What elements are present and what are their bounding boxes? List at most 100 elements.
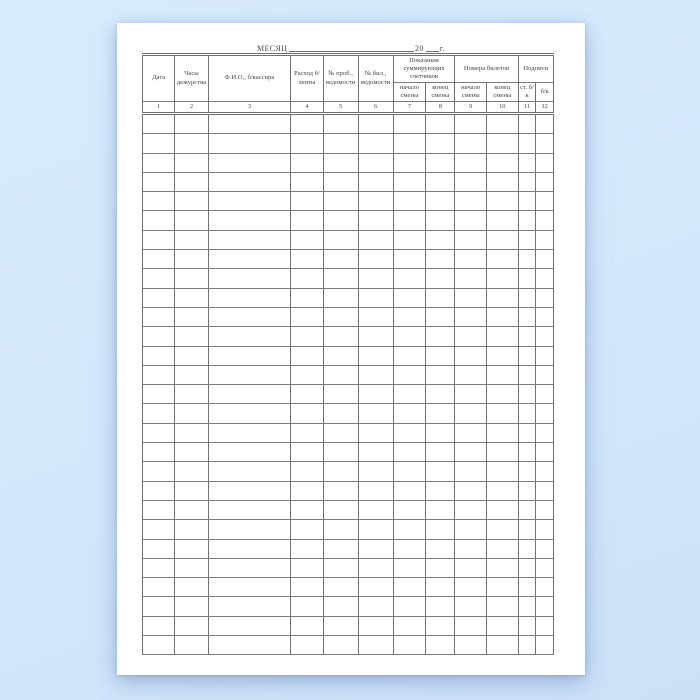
table-cell xyxy=(357,538,394,559)
month-fill-line xyxy=(289,50,414,52)
table-cell xyxy=(517,499,537,521)
header-row-sub: начало смены конец смены начало смены ко… xyxy=(143,82,554,102)
table-cell xyxy=(486,480,519,501)
table-cell xyxy=(535,596,554,617)
table-cell xyxy=(535,422,554,444)
table-cell xyxy=(290,345,324,366)
table-cell xyxy=(322,364,359,386)
table-cell xyxy=(486,635,519,656)
table-cell xyxy=(322,152,359,173)
table-cell xyxy=(392,229,427,251)
table-cell xyxy=(141,480,176,501)
table-cell xyxy=(454,422,488,444)
table-cell xyxy=(454,268,488,289)
table-cell xyxy=(454,635,488,656)
table-cell xyxy=(174,596,209,617)
table-cell xyxy=(290,249,324,270)
table-cell xyxy=(454,538,488,559)
table-cell xyxy=(517,191,537,212)
table-cell xyxy=(357,191,394,212)
table-cell xyxy=(174,557,209,579)
table-cell xyxy=(454,519,488,540)
table-cell xyxy=(322,577,359,598)
group-header-signatures: Подписи xyxy=(517,54,555,83)
column-number: 6 xyxy=(357,101,394,115)
table-cell xyxy=(454,306,488,328)
table-cell xyxy=(454,557,488,579)
table-cell xyxy=(207,287,292,308)
table-cell xyxy=(425,557,456,579)
table-cell xyxy=(535,461,554,482)
table-cell xyxy=(392,112,427,135)
table-cell xyxy=(174,615,209,637)
table-row xyxy=(141,596,554,617)
column-numbers-row: 1 2 3 4 5 6 7 8 9 10 11 12 xyxy=(141,101,554,115)
table-cell xyxy=(454,191,488,212)
table-cell xyxy=(535,442,554,463)
table-cell xyxy=(322,171,359,193)
subcolumn-header-shift-start: начало смены xyxy=(392,82,427,102)
table-cell xyxy=(486,133,519,154)
table-cell xyxy=(174,268,209,289)
table-cell xyxy=(322,422,359,444)
subcolumn-header-shift-end: конец смены xyxy=(486,82,519,102)
table-cell xyxy=(141,210,176,231)
table-cell xyxy=(207,422,292,444)
table-cell xyxy=(454,577,488,598)
table-cell xyxy=(535,210,554,231)
table-cell xyxy=(517,306,537,328)
table-cell xyxy=(517,577,537,598)
table-cell xyxy=(454,364,488,386)
table-cell xyxy=(290,499,324,521)
table-cell xyxy=(141,499,176,521)
table-cell xyxy=(425,615,456,637)
table-cell xyxy=(486,499,519,521)
table-row xyxy=(141,306,554,328)
table-cell xyxy=(290,480,324,501)
table-cell xyxy=(174,538,209,559)
table-cell xyxy=(392,461,427,482)
table-cell xyxy=(517,326,537,347)
table-cell xyxy=(290,596,324,617)
table-cell xyxy=(141,171,176,193)
table-cell xyxy=(486,461,519,482)
table-cell xyxy=(486,422,519,444)
table-cell xyxy=(357,635,394,656)
table-cell xyxy=(207,229,292,251)
table-cell xyxy=(290,326,324,347)
table-row xyxy=(141,577,554,598)
table-cell xyxy=(174,442,209,463)
table-row xyxy=(141,112,554,135)
table-cell xyxy=(517,112,537,135)
table-cell xyxy=(322,384,359,405)
subcolumn-header-shift-start: начало смены xyxy=(454,82,488,102)
table-cell xyxy=(174,152,209,173)
table-cell xyxy=(357,577,394,598)
column-header-trial-sheet: № проб., ведомости xyxy=(322,54,359,102)
table-cell xyxy=(207,133,292,154)
table-cell xyxy=(290,229,324,251)
column-number: 11 xyxy=(517,101,537,115)
header-row-main: Дата Часы дежурства Ф.И.О., б/кассира Ра… xyxy=(141,54,555,102)
table-cell xyxy=(141,306,176,328)
table-cell xyxy=(535,191,554,212)
table-cell xyxy=(517,171,537,193)
table-row xyxy=(141,519,554,540)
table-cell xyxy=(517,384,537,405)
table-cell xyxy=(392,480,427,501)
table-cell xyxy=(392,287,427,308)
column-header-date: Дата xyxy=(141,54,176,102)
table-cell xyxy=(290,403,324,424)
table-cell xyxy=(425,538,456,559)
table-cell xyxy=(207,152,292,173)
year-prefix: 20 xyxy=(415,44,424,53)
table-cell xyxy=(425,249,456,270)
table-cell xyxy=(535,403,554,424)
table-cell xyxy=(425,519,456,540)
table-cell xyxy=(392,191,427,212)
table-cell xyxy=(517,596,537,617)
table-cell xyxy=(207,306,292,328)
table-cell xyxy=(357,345,394,366)
column-header-tape-usage: Расход б/ленты xyxy=(290,54,324,102)
table-cell xyxy=(141,596,176,617)
